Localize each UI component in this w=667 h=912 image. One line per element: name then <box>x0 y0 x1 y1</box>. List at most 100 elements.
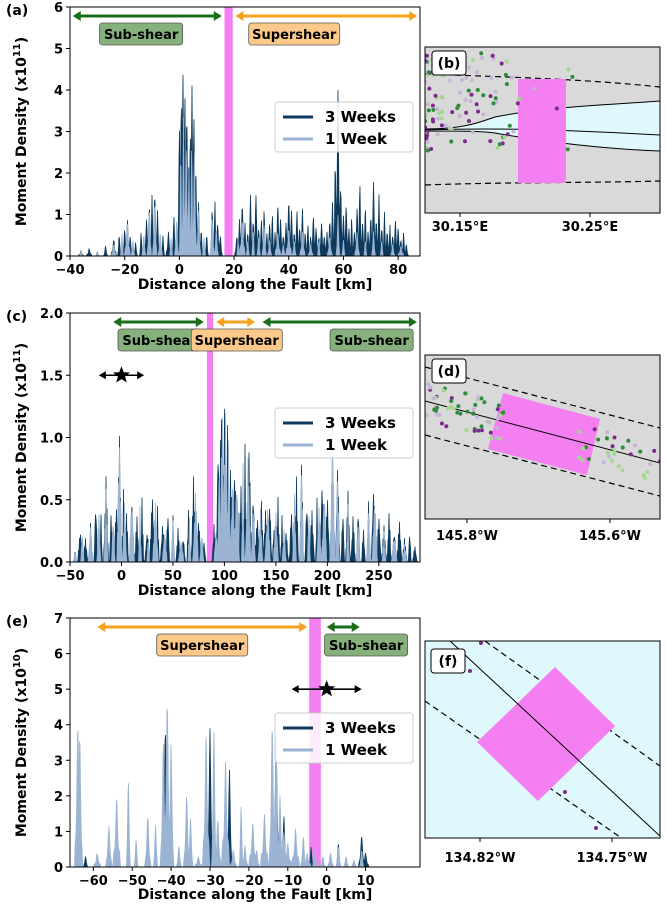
map-panel-label-box <box>431 358 467 384</box>
earthquake-dot <box>469 92 474 97</box>
x-tick-label: 0 <box>322 874 331 889</box>
buffer-line <box>484 641 660 767</box>
earthquake-dot <box>466 88 471 93</box>
legend-label: 1 Week <box>325 130 388 148</box>
earthquake-dot <box>620 468 625 473</box>
earthquake-dot <box>443 123 448 128</box>
map-area <box>425 47 660 213</box>
earthquake-dot <box>425 139 430 144</box>
earthquake-dot <box>510 75 515 80</box>
regime-label-box <box>324 633 409 657</box>
earthquake-dot <box>507 123 512 128</box>
regime-label: Supershear <box>160 639 245 654</box>
earthquake-dot <box>437 111 442 116</box>
star-errorbar-right <box>354 685 362 694</box>
y-tick-label: 3 <box>54 126 63 141</box>
x-tick-label: 200 <box>314 569 341 584</box>
y-tick-label: 1 <box>54 825 63 840</box>
earthquake-dot <box>511 129 516 134</box>
earthquake-dot <box>594 826 598 830</box>
transition-zone <box>477 667 615 801</box>
regime-arrowhead-right <box>195 317 204 327</box>
series-1-week <box>70 117 420 256</box>
x-axis-label: Distance along the Fault [km] <box>138 583 373 599</box>
regime-arrowhead-left <box>216 317 225 327</box>
fault-trace <box>449 641 660 837</box>
panel-label: (c) <box>6 309 27 325</box>
y-tick-label: 2.0 <box>40 307 63 322</box>
x-tick-label: −40 <box>157 874 186 889</box>
earthquake-dot <box>532 86 537 91</box>
regime-label: Sub-shear <box>104 28 179 43</box>
earthquake-dot <box>450 110 455 115</box>
earthquake-dot <box>488 94 493 99</box>
y-axis-label-end: ) <box>14 37 30 43</box>
x-tick-label: 100 <box>211 569 238 584</box>
legend-label: 1 Week <box>325 436 388 454</box>
earthquake-dot <box>498 413 503 418</box>
earthquake-dot <box>459 77 464 82</box>
y-tick-label: 0.5 <box>40 494 63 509</box>
x-tick-label: 0 <box>117 569 126 584</box>
y-tick-label: 2 <box>54 790 63 805</box>
earthquake-dot <box>458 90 463 95</box>
earthquake-dot <box>425 148 430 153</box>
x-tick-label: 10 <box>357 874 375 889</box>
x-tick-label: 40 <box>280 263 298 278</box>
y-tick-label: 2 <box>54 167 63 182</box>
earthquake-dot <box>494 435 499 440</box>
earthquake-dot <box>475 88 480 93</box>
y-axis-label-end: ) <box>14 343 30 349</box>
earthquake-dot <box>489 436 494 441</box>
earthquake-dot <box>439 94 444 99</box>
earthquake-dot <box>429 146 434 151</box>
map-frame <box>424 46 661 214</box>
map-panel-2: (f) 134.82°W 134.75°W <box>424 640 661 866</box>
earthquake-dot <box>505 132 510 137</box>
earthquake-dot <box>464 428 469 433</box>
regime-arrowhead-left <box>113 317 122 327</box>
axes-frame <box>69 617 421 868</box>
regime-arrowhead-right <box>299 622 308 632</box>
earthquake-dot <box>431 396 436 401</box>
plot-area <box>70 7 420 256</box>
earthquake-dot <box>479 55 484 60</box>
earthquake-dot <box>628 452 633 457</box>
earthquake-dot <box>592 427 597 432</box>
regime-arrowhead-left <box>97 622 106 632</box>
earthquake-dot <box>610 458 615 463</box>
earthquake-dot <box>425 58 428 63</box>
y-tick-label: 4 <box>54 84 63 99</box>
regime-arrowhead-right <box>409 11 418 21</box>
map-panel-label: (b) <box>438 56 461 72</box>
regime-label: Sub-shear <box>329 639 404 654</box>
earthquake-dot <box>425 79 428 84</box>
earthquake-dot <box>476 109 481 114</box>
map-panel-label: (f) <box>439 654 458 670</box>
earthquake-dot <box>426 108 431 113</box>
y-axis-label: Moment Density (x1011) <box>12 37 30 226</box>
earthquake-dot <box>464 76 469 81</box>
earthquake-dot <box>581 446 586 451</box>
transition-zone <box>518 79 566 183</box>
earthquake-dot <box>425 413 429 418</box>
earthquake-dot <box>620 445 625 450</box>
earthquake-dot <box>430 103 435 108</box>
regime-label-box <box>248 22 341 46</box>
earthquake-dot <box>425 113 428 118</box>
earthquake-dot <box>425 53 429 58</box>
earthquake-dot <box>504 59 509 64</box>
y-axis-label-text: Moment Density (x10 <box>14 668 30 837</box>
earthquake-dot <box>445 406 450 411</box>
y-tick-label: 7 <box>54 612 63 627</box>
earthquake-dot <box>563 790 567 794</box>
regime-label-box <box>329 328 414 352</box>
earthquake-dot <box>488 430 493 435</box>
earthquake-dot <box>435 132 440 137</box>
regime-label-box <box>156 633 249 657</box>
earthquake-dot <box>517 96 522 101</box>
earthquake-dot <box>463 391 468 396</box>
panel-label: (a) <box>6 3 28 19</box>
earthquake-dot <box>433 93 438 98</box>
